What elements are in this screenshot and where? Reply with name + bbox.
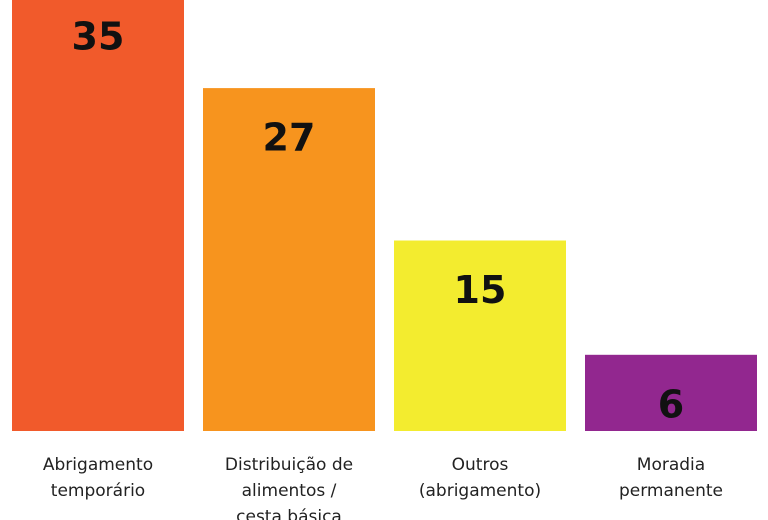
value-label: 15 (454, 268, 507, 312)
category-label: Distribuição de alimentos / cesta básica (224, 455, 354, 520)
category-label: Moradia permanente (618, 455, 724, 501)
bar (203, 88, 375, 431)
value-label: 27 (263, 116, 316, 160)
bar (394, 240, 566, 431)
category-label: Abrigamento temporário (42, 455, 154, 501)
value-label: 6 (658, 382, 684, 426)
bar (12, 0, 184, 431)
bar (585, 354, 757, 431)
category-label: Outros (abrigamento) (418, 455, 542, 501)
value-label: 35 (72, 15, 125, 59)
